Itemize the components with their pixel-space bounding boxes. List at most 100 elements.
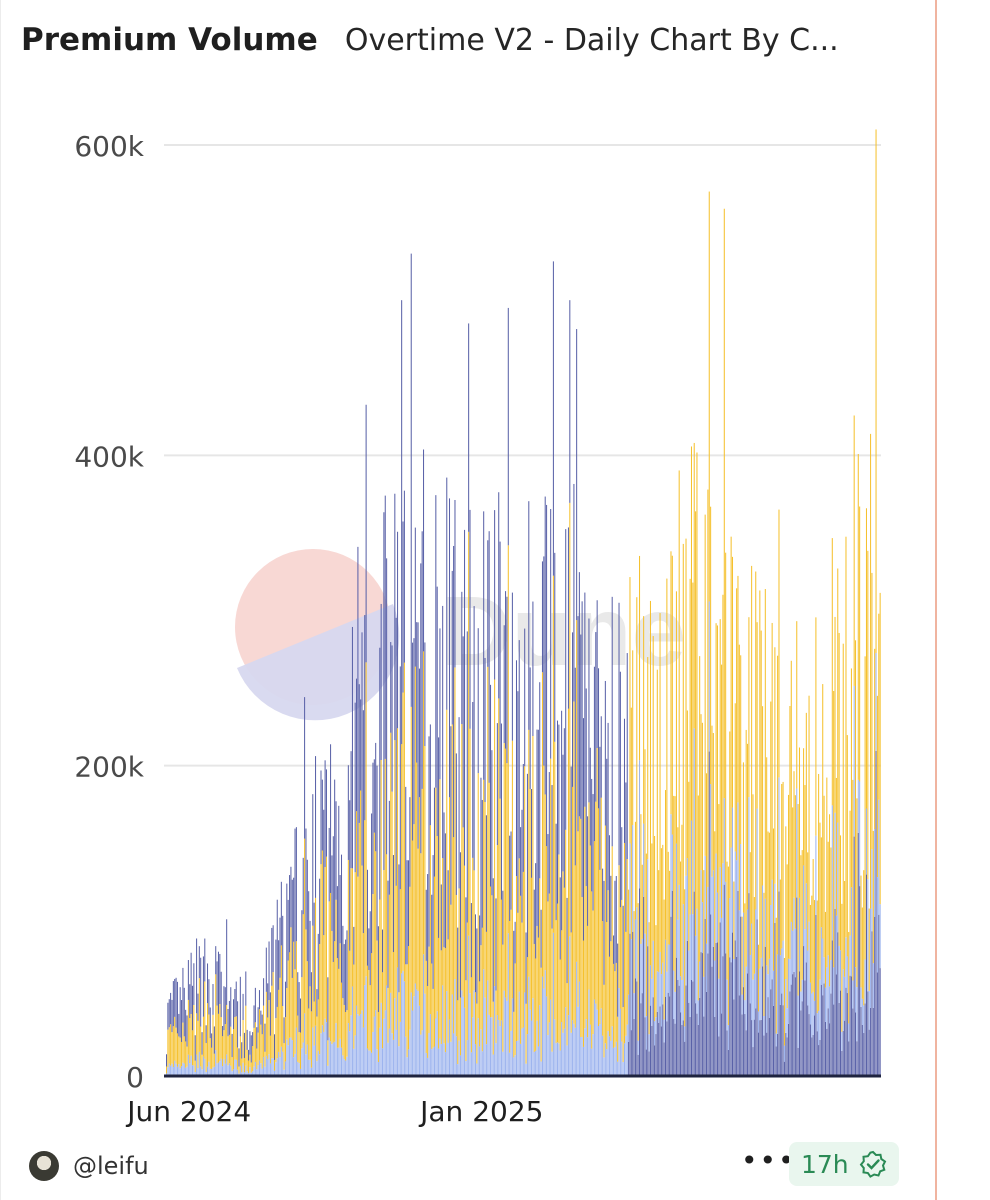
bar-segment [267, 983, 269, 1018]
bar-segment [715, 623, 717, 854]
bar-segment [454, 978, 456, 1076]
bar-segment [857, 832, 859, 1076]
bar-segment [518, 640, 520, 859]
bar-segment [763, 1035, 765, 1076]
bar-segment [295, 941, 297, 1028]
bar-segment [768, 1017, 770, 1076]
bar-segment [472, 1017, 474, 1076]
bar-segment [792, 974, 794, 1076]
bar-segment [364, 820, 366, 986]
bar-segment [838, 632, 840, 946]
bar-segment [647, 859, 649, 947]
bar-segment [217, 1013, 219, 1063]
more-options-button[interactable]: ••• [741, 1144, 797, 1177]
bar-segment [294, 969, 296, 1054]
bar-segment [555, 1043, 557, 1076]
bar-segment [535, 958, 537, 1051]
bar-segment [570, 932, 572, 1033]
bar-segment [283, 1017, 285, 1044]
bar-segment [242, 993, 244, 1020]
bar-segment [529, 667, 531, 790]
bar-segment [427, 985, 429, 1058]
bar-segment [465, 897, 467, 981]
bar-segment [857, 779, 859, 833]
bar-segment [634, 821, 636, 920]
bar-segment [655, 925, 657, 1018]
bar-segment [622, 905, 624, 1008]
bar-segment [621, 1041, 623, 1076]
bar-segment [286, 883, 288, 989]
bar-segment [395, 617, 397, 886]
bar-segment [696, 1013, 698, 1076]
bar-segment [820, 837, 822, 928]
bar-segment [428, 1032, 430, 1076]
bar-segment [760, 1019, 762, 1076]
bar-segment [298, 1063, 300, 1076]
bar-segment [399, 666, 401, 890]
bar-segment [372, 1031, 374, 1076]
bar-segment [384, 758, 386, 1011]
bar-segment [450, 904, 452, 1042]
bar-segment [423, 954, 425, 1076]
avatar[interactable] [29, 1151, 59, 1181]
bar-segment [327, 1040, 329, 1066]
bar-segment [457, 927, 459, 1001]
bar-segment [554, 741, 556, 1020]
bar-segment [729, 957, 731, 1076]
bar-segment [492, 1001, 494, 1055]
bar-segment [390, 732, 392, 993]
bar-segment [535, 1050, 537, 1076]
bar-segment [826, 967, 828, 1029]
bar-segment [382, 972, 384, 1049]
bar-segment [521, 809, 523, 923]
bar-segment [566, 983, 568, 1046]
bar-segment [766, 757, 768, 966]
bar-segment [608, 1036, 610, 1076]
bar-segment [268, 1054, 270, 1076]
bar-segment [659, 1006, 661, 1076]
bar-segment [189, 1018, 191, 1064]
bar-segment [578, 981, 580, 1076]
bar-segment [481, 927, 483, 1052]
bar-segment [820, 927, 822, 985]
bar-segment [237, 1047, 239, 1070]
bar-segment [443, 812, 445, 948]
bar-segment [878, 914, 880, 1076]
author-name[interactable]: @leifu [73, 1152, 149, 1180]
bar-segment [643, 616, 645, 824]
bar-segment [356, 678, 358, 812]
bar-segment [216, 961, 218, 1006]
bar-segment [876, 972, 878, 1076]
bar-segment [584, 1028, 586, 1076]
bar-segment [730, 847, 732, 963]
bar-segment [320, 864, 322, 1034]
bar-segment [494, 510, 496, 680]
bar-segment [239, 976, 241, 1037]
bar-segment [433, 876, 435, 1047]
author[interactable]: @leifu [29, 1148, 149, 1184]
bar-segment [382, 929, 384, 973]
bar-segment [752, 1047, 754, 1076]
bar-segment [757, 1032, 759, 1076]
bar-segment [503, 743, 505, 991]
bar-segment [369, 1050, 371, 1076]
bar-segment [246, 1071, 248, 1076]
bar-segment [693, 442, 695, 729]
chart-subtitle[interactable]: Overtime V2 - Daily Chart By C... [344, 22, 839, 58]
bar-segment [388, 800, 390, 895]
bar-segment [209, 1007, 211, 1039]
bar-segment [607, 1031, 609, 1076]
bar-segment [365, 662, 367, 977]
refresh-age-badge[interactable]: 17h [789, 1142, 899, 1186]
bar-segment [197, 1068, 199, 1076]
bar-segment [745, 729, 747, 967]
bar-segment [651, 1025, 653, 1076]
bar-segment [525, 932, 527, 1004]
bar-segment [573, 1023, 575, 1076]
bar-segment [556, 1042, 559, 1076]
bar-segment [518, 858, 520, 992]
bar-segment [563, 728, 565, 888]
bar-segment [254, 987, 256, 1023]
bar-segment [801, 1001, 803, 1076]
bar-segment [550, 999, 552, 1076]
